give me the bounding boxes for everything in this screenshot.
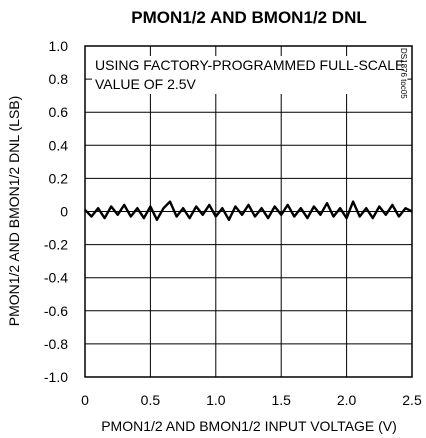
x-tick-label: 1.0	[206, 392, 226, 408]
series-group	[84, 200, 413, 222]
annotation-line-2: VALUE OF 2.5V	[95, 76, 197, 92]
y-tick-label: -1.0	[44, 369, 68, 385]
annotation-line-1: USING FACTORY-PROGRAMMED FULL-SCALE	[95, 57, 404, 73]
chart-title: PMON1/2 AND BMON1/2 DNL	[131, 8, 367, 27]
y-tick-label: -0.6	[44, 303, 68, 319]
y-tick-label: 1.0	[49, 38, 69, 54]
x-tick-label: 1.5	[271, 392, 291, 408]
x-tick-labels: 0 0.5 1.0 1.5 2.0 2.5	[81, 392, 422, 408]
y-tick-label: 0	[60, 204, 68, 220]
x-axis-label: PMON1/2 AND BMON1/2 INPUT VOLTAGE (V)	[101, 418, 397, 434]
y-tick-label: 0.8	[49, 71, 69, 87]
figure-code: DS1876 toc05	[399, 48, 408, 99]
annotation-background	[92, 56, 408, 94]
y-tick-label: -0.8	[44, 336, 68, 352]
y-tick-label: -0.2	[44, 237, 68, 253]
x-tick-label: 2.5	[402, 392, 422, 408]
y-tick-label: 0.4	[49, 137, 69, 153]
x-tick-label: 2.0	[337, 392, 357, 408]
series-line-0	[84, 200, 413, 222]
y-tick-labels: 1.0 0.8 0.6 0.4 0.2 0 -0.2 -0.4 -0.6 -0.8 -1.0	[44, 38, 68, 385]
y-axis-label: PMON1/2 AND BMON1/2 DNL (LSB)	[6, 96, 22, 327]
y-tick-label: -0.4	[44, 270, 68, 286]
y-tick-label: 0.2	[49, 170, 69, 186]
x-tick-label: 0.5	[141, 392, 161, 408]
x-tick-label: 0	[81, 392, 89, 408]
y-tick-label: 0.6	[49, 104, 69, 120]
